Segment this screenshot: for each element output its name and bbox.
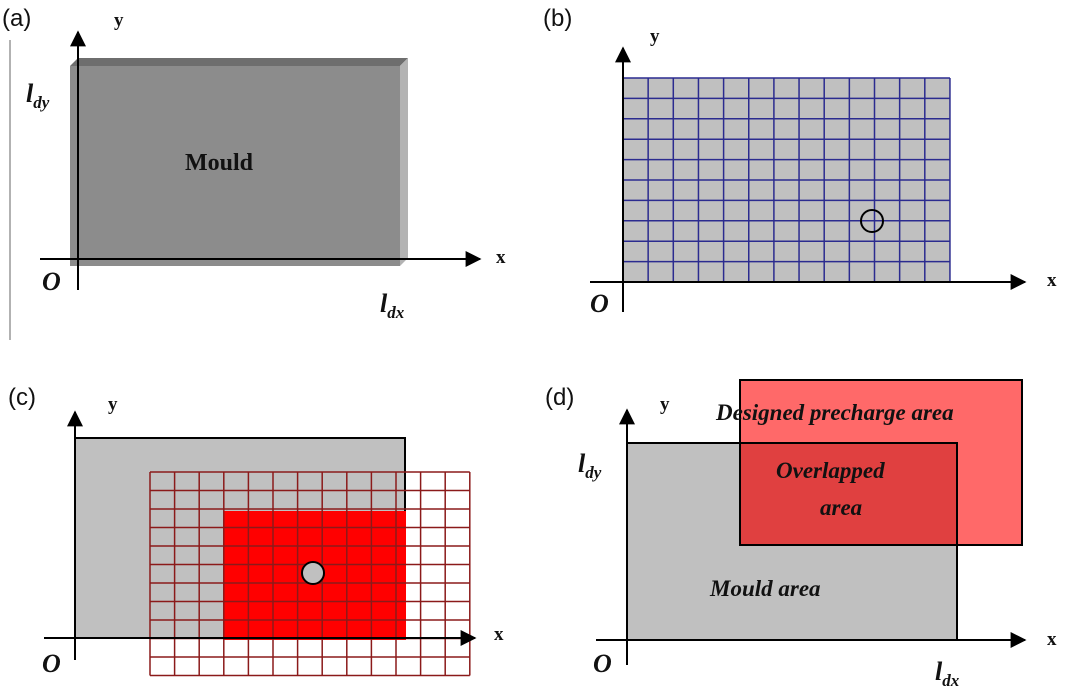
mould-block [70,58,408,266]
panel-a-ldy: ldy [26,79,50,112]
panel-b: (b) y x O [543,5,1057,318]
panel-d-origin: O [593,649,612,678]
panel-a-x-label: x [496,247,506,268]
panel-c-tag: (c) [8,384,36,411]
panel-b-tag: (b) [543,5,572,32]
grid-b-marker-circle [860,209,884,233]
mould-label: Mould [185,150,254,176]
mould-block-face [70,66,400,266]
panel-a-y-label: y [114,10,124,31]
panel-c-y-label: y [108,394,118,415]
panel-d: (d) y x O ldy ldx Designed precharge are… [545,379,1057,690]
precharge-area-label: Designed precharge area [715,400,954,425]
panel-a-tag: (a) [2,5,31,32]
overlapped-area-label-line2: area [820,495,862,520]
panel-b-origin: O [590,289,609,318]
overlapped-area-label-line1: Overlapped [776,458,885,483]
overlapped-area-rect [739,442,958,546]
mould-block-side [400,58,408,266]
mould-block-top [70,58,408,66]
panel-a-origin: O [42,267,61,296]
panel-a-ldx: ldx [380,289,405,322]
panel-b-x-label: x [1047,270,1057,291]
grid-c-marker-circle [301,561,325,585]
panel-d-y-label: y [660,394,670,415]
panel-a: (a) y x O Mould ldy ldx [2,5,506,340]
panel-d-ldy: ldy [578,449,602,482]
panel-c: (c) y x O [8,384,504,678]
panel-d-ldx: ldx [935,657,960,690]
mould-area-label: Mould area [709,576,821,601]
panel-c-origin: O [42,649,61,678]
panel-b-y-label: y [650,26,660,47]
panel-d-x-label: x [1047,629,1057,650]
panel-c-x-label: x [494,624,504,645]
panel-d-tag: (d) [545,384,574,411]
